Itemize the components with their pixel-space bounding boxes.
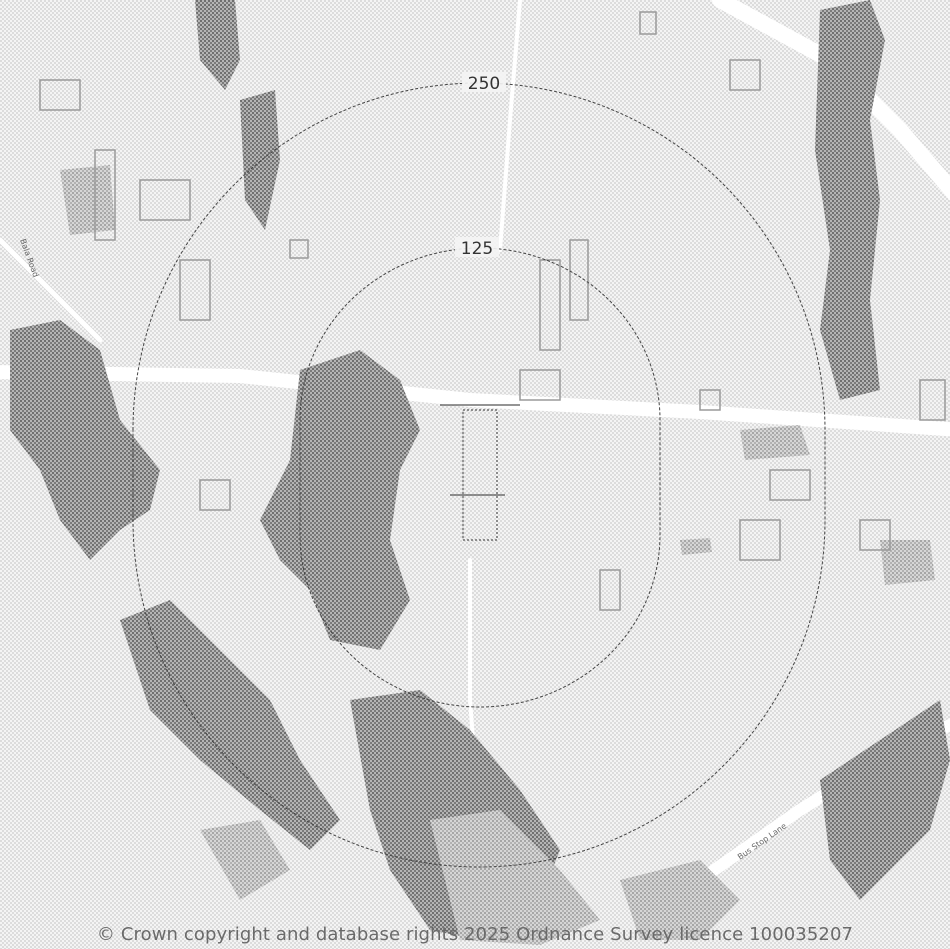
map-attribution: © Crown copyright and database rights 20… [96,924,854,945]
buffer-rings [132,82,826,868]
buffer-ring-125 [299,247,661,708]
buildings-dark [10,0,950,940]
road-northwest-lane [0,237,103,343]
buffer-label-250: 250 [468,74,500,94]
buffer-label-125: 125 [461,239,493,259]
site-outline [440,404,520,541]
road-main-east-west [0,365,950,437]
building-outlines [39,11,946,611]
buffer-ring-250 [132,82,826,868]
buildings-mid [60,165,935,945]
road-north-lane [498,0,522,252]
